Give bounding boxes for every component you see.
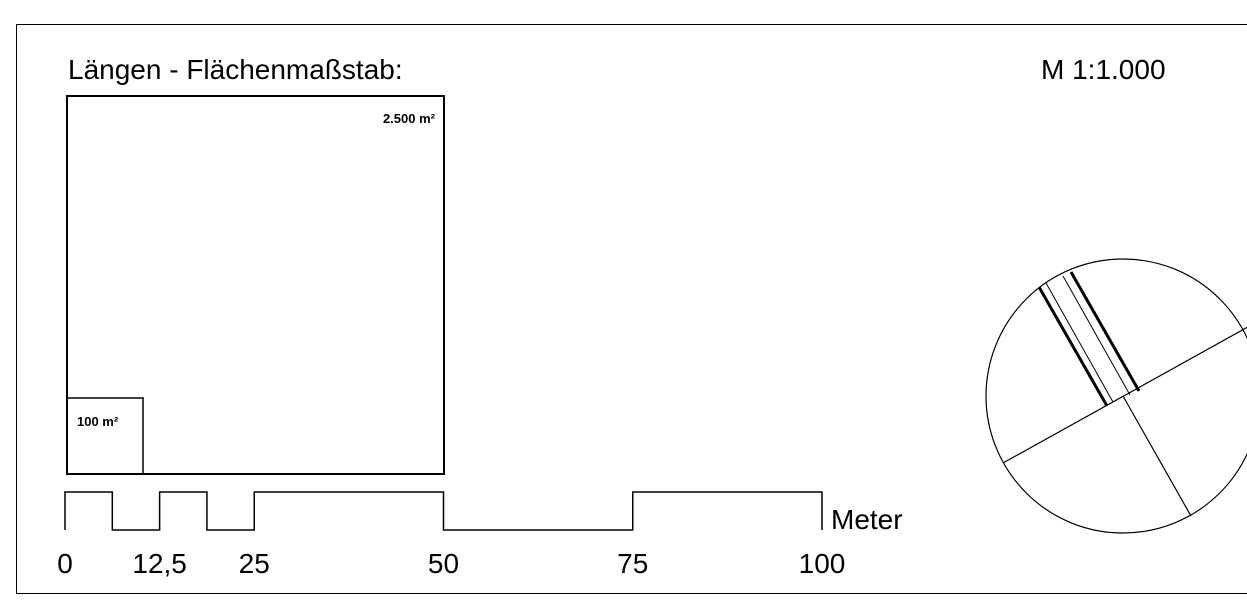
north-arrow-crosshair-b: [1122, 395, 1192, 517]
scale-bar-line: [64, 491, 823, 531]
area-label-small: 100 m²: [77, 414, 119, 429]
scale-bar-tick-label: 50: [428, 548, 459, 579]
scale-ratio: M 1:1.000: [1041, 54, 1166, 85]
north-arrow-needle-inner-right: [1062, 275, 1131, 396]
scale-bar-tick-label: 25: [239, 548, 270, 579]
north-arrow-icon: [985, 258, 1247, 534]
scale-bar-tick-label: 75: [617, 548, 648, 579]
area-square-large: [66, 95, 445, 475]
north-arrow-needle-right: [1069, 271, 1141, 392]
scale-bar-unit: Meter: [831, 504, 903, 535]
scale-bar-tick-labels: 0 12,5 25 50 75 100: [57, 548, 845, 579]
scale-bar-tick-label: 0: [57, 548, 73, 579]
legend-title: Längen - Flächenmaßstab:: [68, 54, 403, 85]
legend-frame: [16, 24, 1247, 594]
scale-bar-tick-label: 12,5: [132, 548, 187, 579]
north-arrow-crosshair-a: [1002, 326, 1247, 464]
scale-bar-tick-label: 100: [799, 548, 846, 579]
area-label-large: 2.500 m²: [383, 111, 436, 126]
north-arrow-circle: [985, 258, 1247, 534]
scale-bar: [64, 491, 823, 531]
north-arrow-needle-inner-left: [1045, 282, 1114, 403]
north-arrow-needle-left: [1037, 286, 1109, 407]
area-square-small: [66, 397, 144, 475]
